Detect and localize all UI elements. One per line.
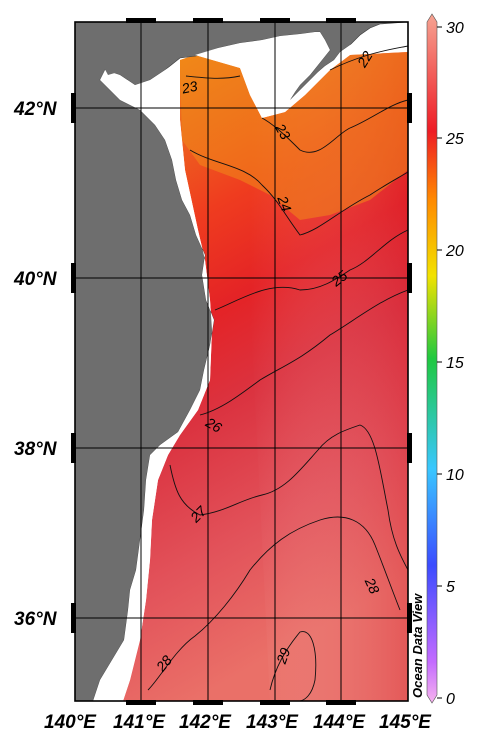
colorbar-label-15: 15 <box>446 355 464 372</box>
contour-28 <box>147 516 401 691</box>
contour-label-28-east: 28 <box>361 574 383 596</box>
lon-label-145: 145°E <box>379 712 432 733</box>
lat-label-38: 38°N <box>14 439 58 460</box>
sst-field-east-shade <box>250 52 408 701</box>
contour-label-22: 22 <box>353 48 375 71</box>
latitude-labels: 42°N 40°N 38°N 36°N <box>13 99 58 630</box>
contour-29 <box>269 631 317 701</box>
contour-22 <box>329 45 408 71</box>
contour-23 <box>261 99 408 153</box>
contour-label-26: 26 <box>202 414 225 436</box>
odv-watermark: Ocean Data View <box>410 593 425 698</box>
contour-label-29: 29 <box>273 645 294 666</box>
tsugaru-land <box>98 170 125 205</box>
hokkaido-coast-gap <box>195 32 375 118</box>
lon-label-144: 144°E <box>313 712 366 733</box>
oshima-peninsula-land <box>100 55 125 75</box>
contour-23-north <box>185 75 241 79</box>
lat-label-40: 40°N <box>13 269 58 290</box>
colorbar-label-5: 5 <box>446 579 455 596</box>
lon-label-140: 140°E <box>44 712 97 733</box>
colorbar: 30 25 20 15 10 5 0 <box>426 13 464 708</box>
lat-label-42: 42°N <box>13 99 58 120</box>
contour-25 <box>214 229 408 311</box>
colorbar-ticks <box>437 26 442 699</box>
colorbar-label-25: 25 <box>445 131 464 148</box>
lon-label-143: 143°E <box>246 712 299 733</box>
contour-27 <box>169 424 408 571</box>
contour-label-23-north: 23 <box>179 78 199 97</box>
colorbar-body <box>426 13 438 704</box>
frame-tick-marks <box>71 18 412 705</box>
contour-24 <box>189 149 408 236</box>
map-frame <box>74 21 409 702</box>
sst-contours <box>147 45 408 701</box>
contour-26 <box>199 289 408 416</box>
lon-label-141: 141°E <box>113 712 166 733</box>
colorbar-label-30: 30 <box>446 20 464 37</box>
colorbar-label-0: 0 <box>446 691 455 708</box>
graticule <box>75 22 408 701</box>
sst-field-north <box>180 52 408 220</box>
lon-label-142: 142°E <box>179 712 232 733</box>
contour-label-24: 24 <box>274 193 295 214</box>
longitude-labels: 140°E 141°E 142°E 143°E 144°E 145°E <box>44 712 432 733</box>
colorbar-label-20: 20 <box>445 243 464 260</box>
lat-label-36: 36°N <box>14 609 58 630</box>
colorbar-label-10: 10 <box>446 467 464 484</box>
contour-label-23: 23 <box>272 120 294 143</box>
